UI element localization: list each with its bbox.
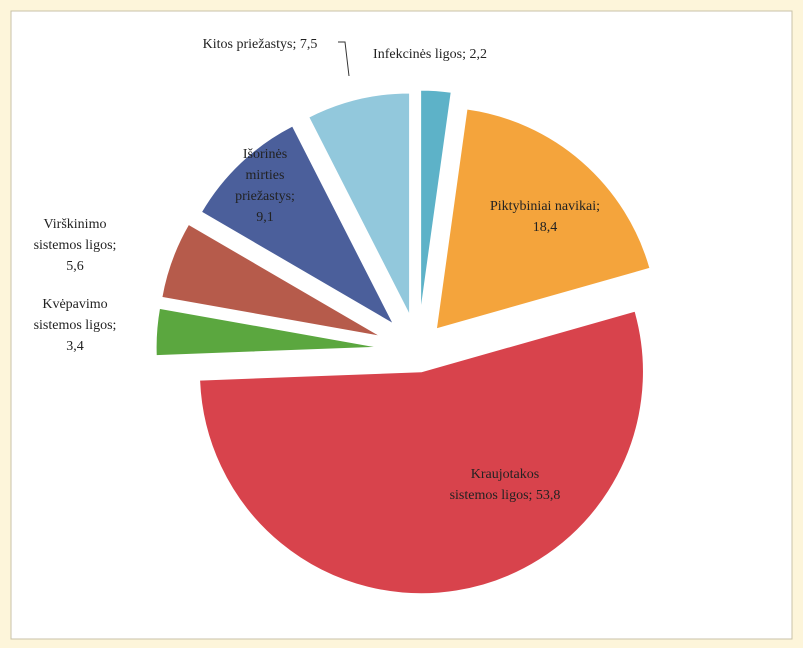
label-value: 3,4 xyxy=(66,339,84,354)
pie-slice xyxy=(308,92,411,316)
label-value: 9,1 xyxy=(256,210,274,225)
label-value: 5,6 xyxy=(66,259,84,274)
slice-label: Piktybiniai navikai; 18,4 xyxy=(490,199,600,235)
label-value: 2,2 xyxy=(466,47,487,62)
pie-slice xyxy=(155,307,379,357)
slice-label: Kraujotakos sistemos ligos; 53,8 xyxy=(450,467,561,503)
slice-label: Kvėpavimo sistemos ligos; 3,4 xyxy=(34,297,117,354)
label-name: mirties xyxy=(246,168,285,183)
label-name: sistemos ligos; xyxy=(34,318,117,333)
label-name: sistemos ligos; xyxy=(34,238,117,253)
slice-label: Virškinimo sistemos ligos; 5,6 xyxy=(34,217,117,274)
label-name: Virškinimo xyxy=(44,217,107,232)
pie-slice xyxy=(199,310,644,595)
label-name: Kitos priežastys; xyxy=(203,37,297,52)
label-name: Piktybiniai navikai; xyxy=(490,199,600,214)
pie-slice xyxy=(161,223,381,337)
label-name: Išorinės xyxy=(243,147,287,162)
label-name: sistemos ligos; xyxy=(450,488,533,503)
slice-label: Kitos priežastys; 7,5 xyxy=(203,37,318,52)
pie-slice xyxy=(200,125,395,326)
label-name: Kraujotakos xyxy=(471,467,539,482)
label-value: 18,4 xyxy=(533,220,558,235)
slice-label: Infekcinės ligos; 2,2 xyxy=(373,47,487,62)
label-name: Infekcinės ligos; xyxy=(373,47,466,62)
pie-slice xyxy=(435,108,651,330)
label-name: priežastys; xyxy=(235,189,295,204)
pie-slice xyxy=(420,89,452,313)
label-value: 53,8 xyxy=(532,488,560,503)
slice-label: Išorinės mirties priežastys; 9,1 xyxy=(235,147,295,225)
leader-line xyxy=(338,41,350,77)
label-value: 7,5 xyxy=(296,37,317,52)
label-name: Kvėpavimo xyxy=(42,297,107,312)
